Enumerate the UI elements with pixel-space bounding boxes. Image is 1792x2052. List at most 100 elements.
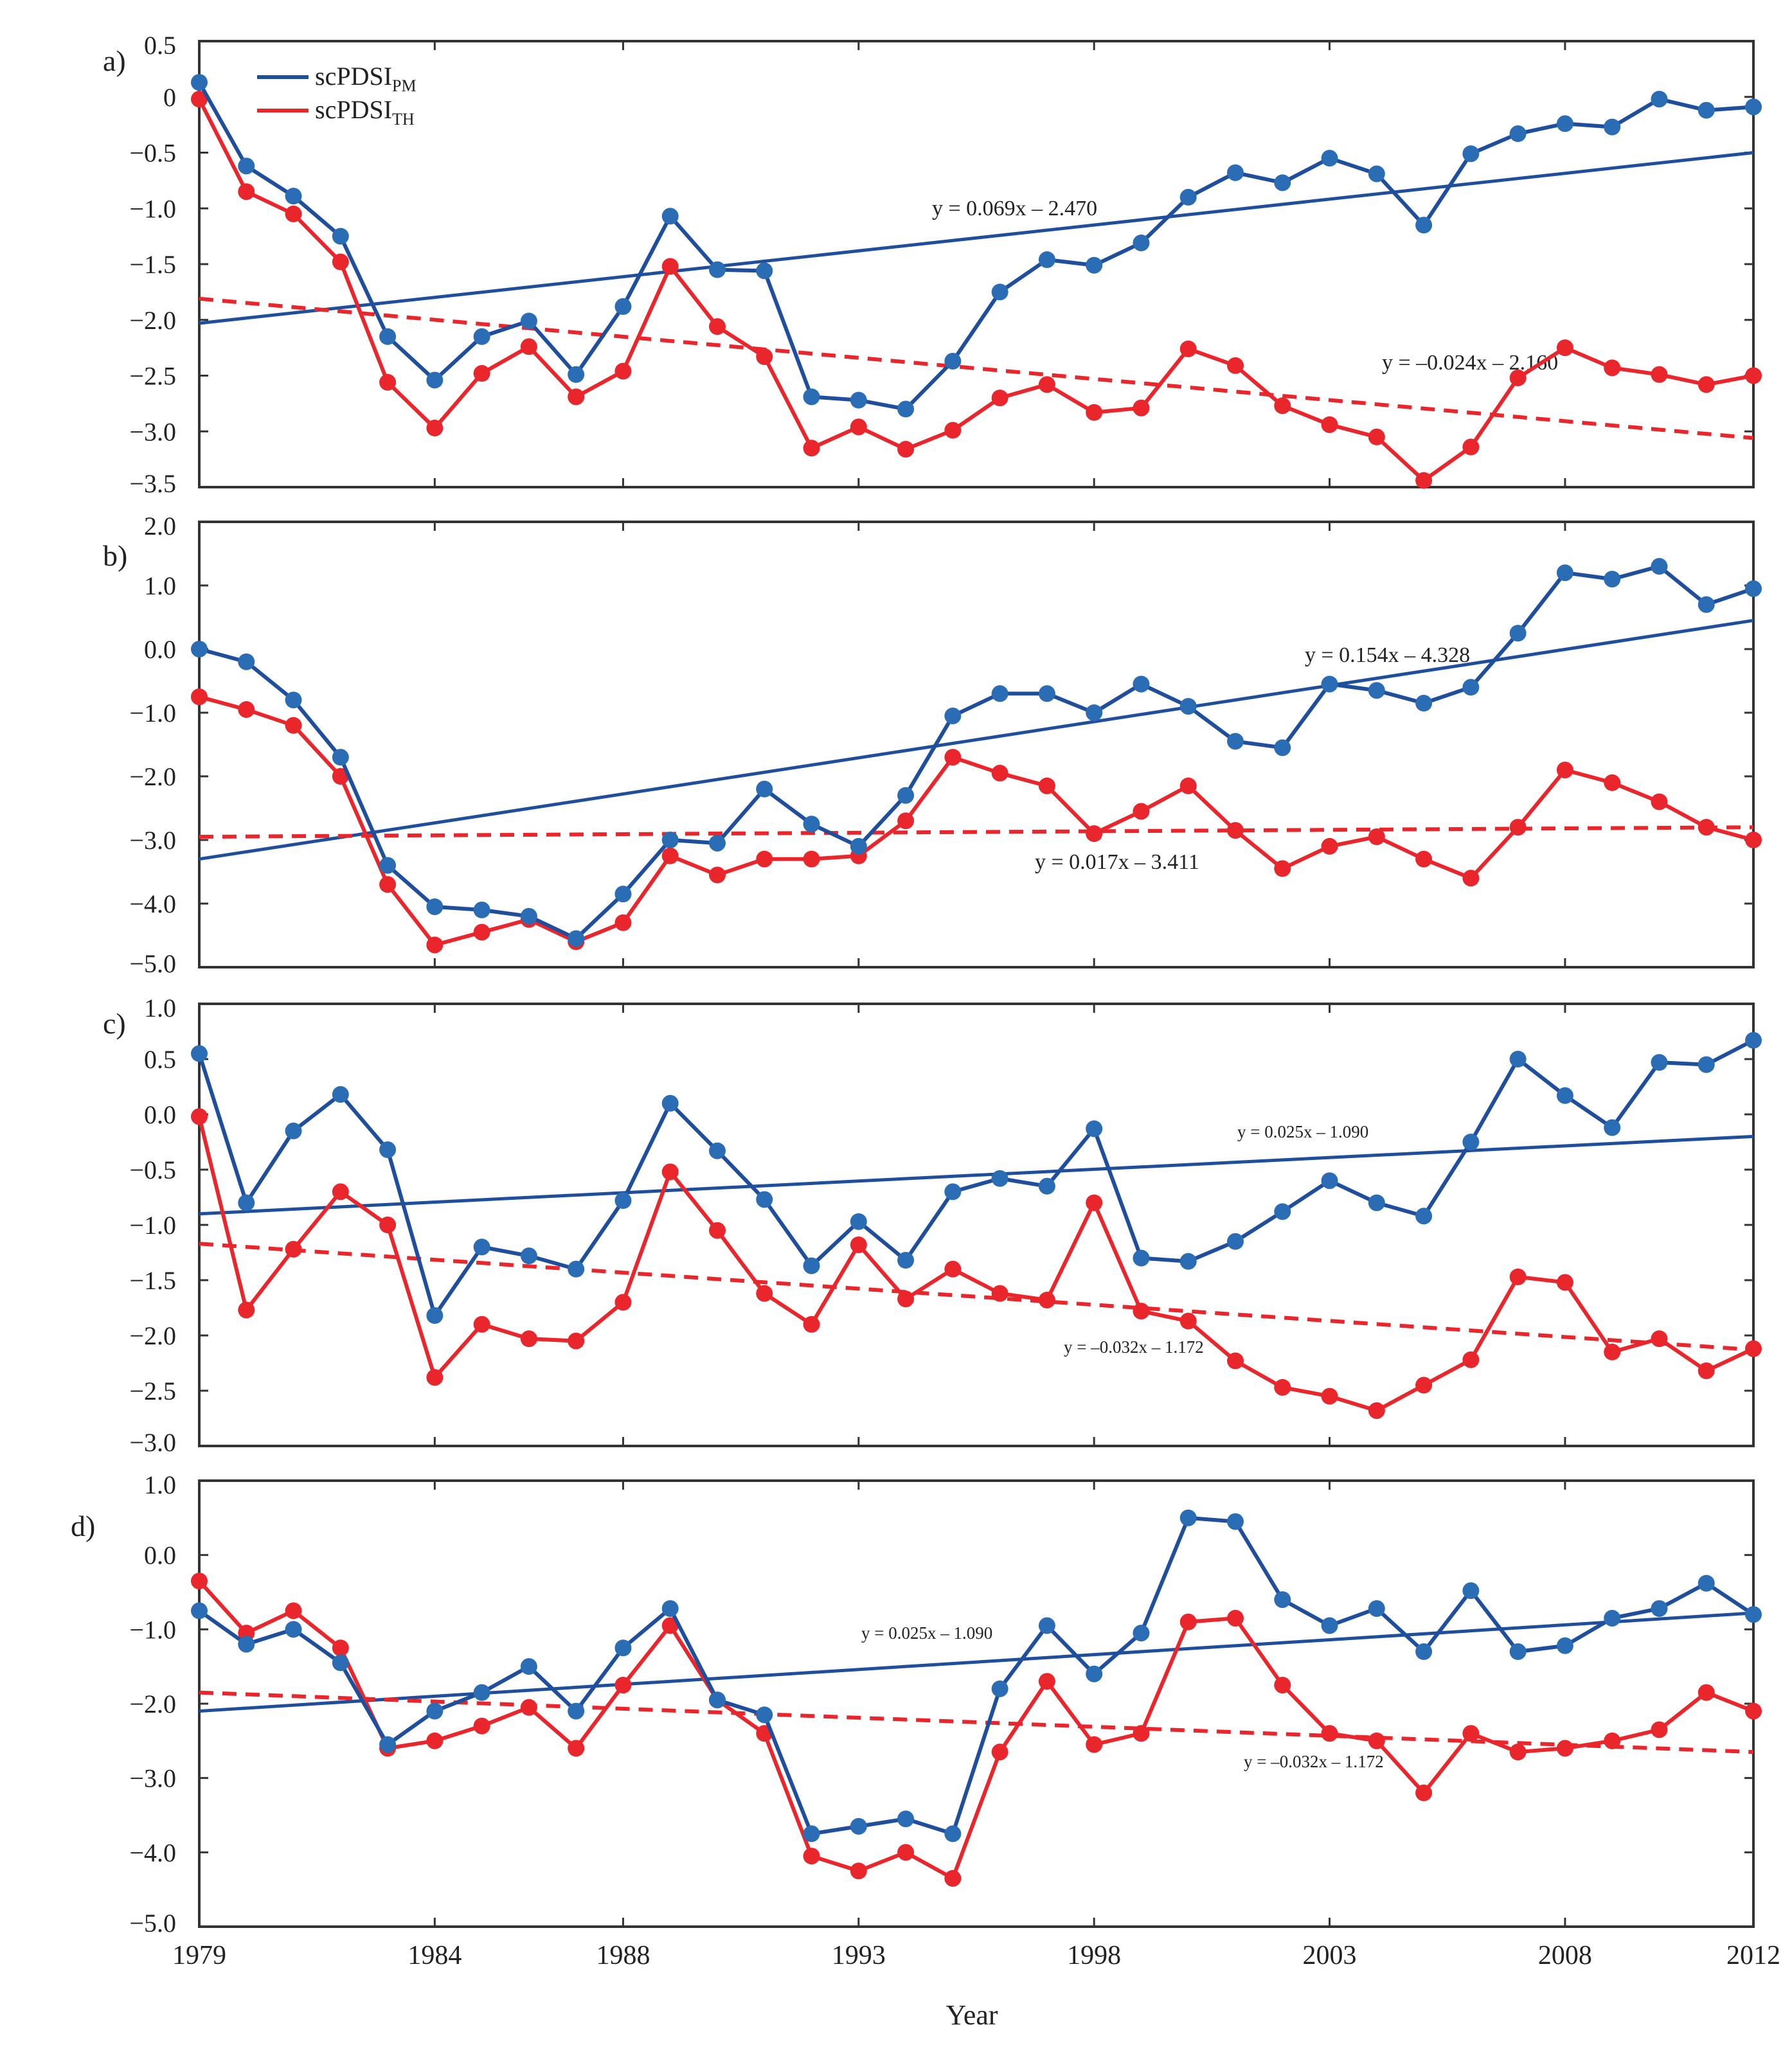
panel-c: c) −3.0 −2.5 −2.0 −1.5 −1.0 −0.5 0.0 0.5 1.0 y = 0… <box>103 994 1762 1457</box>
pm-data-point <box>897 787 915 804</box>
pm-data-point <box>661 832 679 848</box>
th-data-point <box>661 847 679 864</box>
th-data-point <box>191 1108 208 1125</box>
th-data-point <box>379 876 397 893</box>
th-data-point <box>1038 1291 1055 1308</box>
th-data-point <box>944 1260 962 1278</box>
pm-data-point <box>1698 102 1715 119</box>
th-data-point <box>1604 1732 1621 1749</box>
pm-trendline <box>199 1611 1754 1713</box>
pm-data-point <box>238 653 255 670</box>
pm-data-point <box>191 74 208 91</box>
th-data-point <box>1038 376 1055 393</box>
pm-data-point <box>1651 558 1668 575</box>
pm-data-point <box>1698 596 1715 613</box>
pm-data-point <box>1038 685 1055 702</box>
th-data-point <box>1651 366 1668 383</box>
pm-series-line <box>197 81 1754 411</box>
pm-data-point <box>1227 1233 1244 1250</box>
trendline-equation: y = 0.025x – 1.090 <box>1237 1122 1368 1141</box>
pm-series-line <box>197 1039 1755 1318</box>
y-tick-label: −1.0 <box>129 1211 176 1240</box>
pm-data-point <box>1604 118 1621 136</box>
pm-data-point <box>1179 1253 1197 1270</box>
th-data-point <box>1698 1362 1715 1380</box>
pm-data-point <box>756 780 773 798</box>
pm-data-point <box>1321 1617 1338 1634</box>
th-data-point <box>661 1617 679 1634</box>
x-tick-label: 1998 <box>1067 1941 1121 1970</box>
y-tick-label: −5.0 <box>129 949 176 978</box>
pm-data-point <box>1651 91 1668 108</box>
th-data-point <box>1133 803 1150 820</box>
pm-data-point <box>568 1702 585 1720</box>
pm-data-point <box>614 886 632 903</box>
th-data-point <box>897 812 915 830</box>
th-data-point <box>991 1744 1008 1761</box>
th-data-point <box>1509 1744 1527 1761</box>
x-tick-label: 2012 <box>1726 1941 1780 1970</box>
th-data-point <box>1321 1387 1338 1405</box>
y-tick-label: 0.5 <box>144 31 176 60</box>
pm-data-point <box>520 907 537 925</box>
pm-data-point <box>944 352 962 370</box>
pm-data-point <box>568 1260 585 1278</box>
th-data-point <box>661 258 679 275</box>
pm-data-point <box>1086 704 1103 721</box>
pm-data-point <box>426 1307 444 1325</box>
th-data-point <box>614 914 632 931</box>
pm-data-point <box>1509 1643 1527 1661</box>
th-data-point <box>520 338 537 355</box>
pm-data-point <box>1038 1177 1055 1195</box>
th-data-point <box>191 1573 208 1590</box>
y-tick-label: −3.0 <box>129 826 176 855</box>
pm-data-point <box>1509 1051 1527 1067</box>
pm-data-point <box>991 283 1008 301</box>
th-data-point <box>897 1844 915 1861</box>
th-data-point <box>1651 1330 1668 1348</box>
pm-data-point <box>1179 188 1197 206</box>
th-data-point <box>850 418 867 436</box>
trendline-equation: y = 0.025x – 1.090 <box>861 1623 992 1643</box>
th-data-point <box>1179 1312 1197 1330</box>
pm-data-point <box>614 1192 632 1209</box>
pm-data-point <box>238 157 255 175</box>
pm-data-point <box>709 1142 726 1159</box>
th-data-point <box>1698 819 1715 836</box>
th-data-point <box>520 1330 537 1348</box>
th-data-point <box>1462 438 1480 456</box>
pm-data-point <box>1604 571 1621 588</box>
pm-data-point <box>1415 217 1433 234</box>
th-data-point <box>1227 1609 1244 1627</box>
y-tick-label: −2.5 <box>129 1377 176 1405</box>
pm-data-point <box>1745 1606 1762 1623</box>
th-data-point <box>1745 1340 1762 1357</box>
pm-data-point <box>1651 1054 1668 1071</box>
th-data-point <box>1368 828 1385 846</box>
pm-data-point <box>568 366 585 383</box>
pm-data-point <box>1368 1600 1385 1617</box>
th-series-line <box>197 98 1754 483</box>
th-data-point <box>238 183 255 201</box>
th-data-point <box>285 1602 302 1619</box>
pm-data-point <box>1133 675 1150 693</box>
th-data-point <box>426 1732 444 1749</box>
y-tick-label: 1.0 <box>144 1470 176 1499</box>
pm-data-point <box>850 837 867 855</box>
pm-data-point <box>473 1684 490 1701</box>
pm-data-point <box>1133 1249 1150 1267</box>
pm-data-point <box>850 391 867 409</box>
th-data-point <box>1415 850 1433 868</box>
th-data-point <box>756 348 773 366</box>
legend-entry-main: scPDSI <box>315 62 392 91</box>
pm-data-point <box>473 328 490 345</box>
pm-data-point <box>850 1817 867 1835</box>
th-data-point <box>1368 428 1385 445</box>
th-data-point <box>1179 1613 1197 1630</box>
pm-data-point <box>191 1045 208 1062</box>
th-data-point <box>520 1699 537 1716</box>
y-tick-label: −0.5 <box>129 1155 176 1184</box>
pm-data-point <box>191 1602 208 1619</box>
pm-data-point <box>1038 251 1055 269</box>
th-data-point <box>1745 367 1762 384</box>
